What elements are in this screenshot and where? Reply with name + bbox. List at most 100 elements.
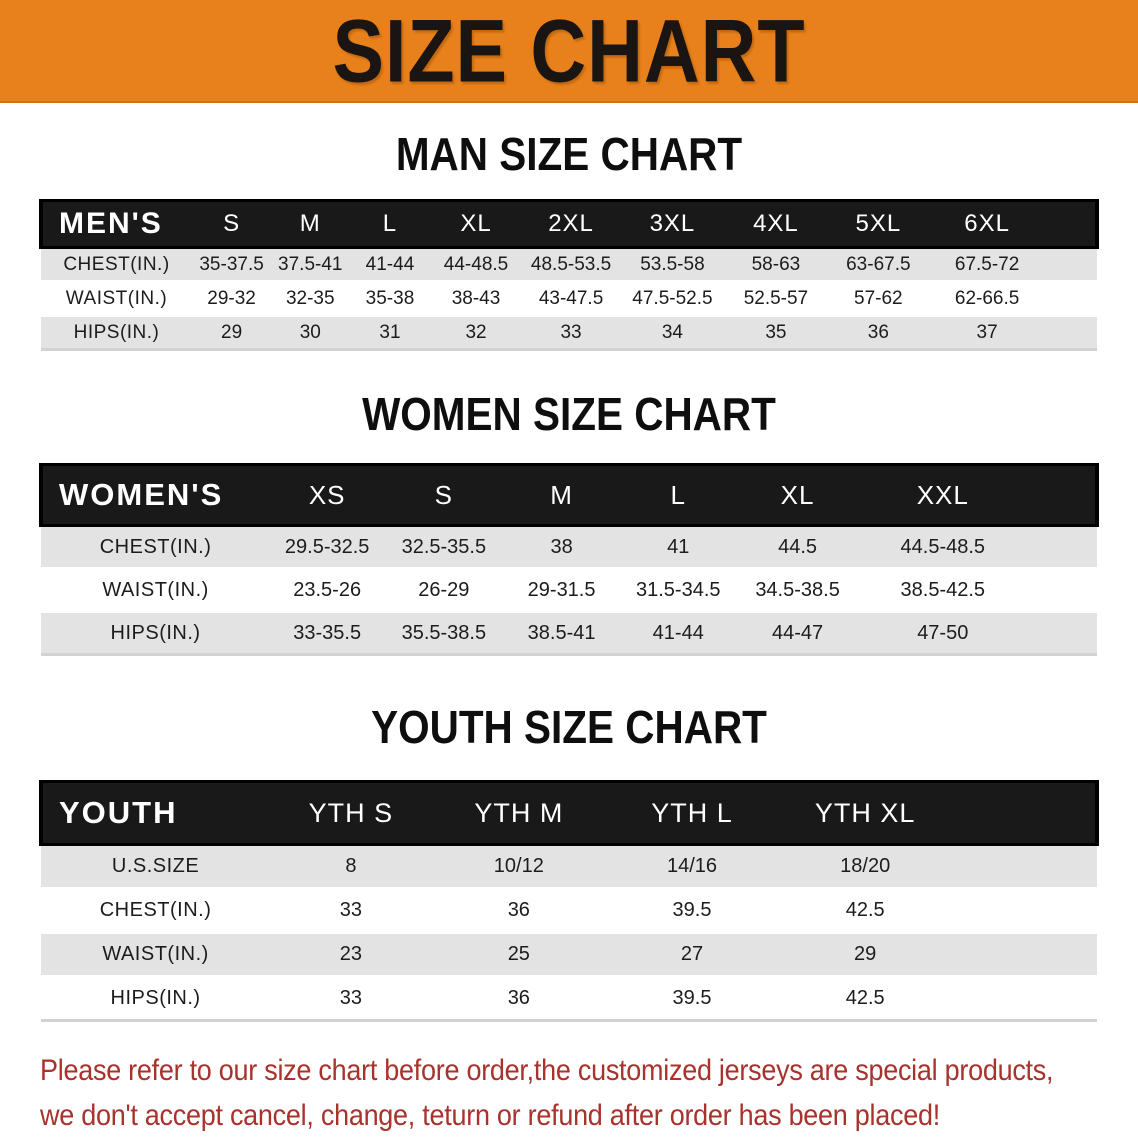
section-youth: YOUTH SIZE CHART YOUTH YTH S YTH M YTH L YTH… xyxy=(0,704,1138,1022)
size-value-cell: 30 xyxy=(299,321,321,343)
column-header: YTH S xyxy=(270,780,432,846)
size-value-cell: 44-47 xyxy=(772,621,824,644)
women-size-table: WOMEN'S XS S M L XL XXL CHEST(IN.) 29.5-32.5 32.5… xyxy=(38,463,1099,656)
size-value-cell: 31.5-34.5 xyxy=(636,578,721,601)
size-value-cell: 29.5-32.5 xyxy=(284,535,370,558)
page-title: SIZE CHART xyxy=(332,0,806,101)
table-corner-label: MEN'S xyxy=(39,199,192,249)
size-value-cell: 44.5-48.5 xyxy=(900,535,986,558)
column-header: 3XL xyxy=(620,199,725,249)
column-header: L xyxy=(349,199,431,249)
row-label: WAIST(IN.) xyxy=(65,287,168,309)
table-row: WAIST(IN.) 23 25 27 29 xyxy=(41,932,1097,977)
size-value-cell xyxy=(952,933,1097,977)
size-value-cell: 47-50 xyxy=(917,621,969,644)
size-value-cell: 23.5-26 xyxy=(293,578,362,601)
size-value-cell: 32-35 xyxy=(285,287,335,309)
size-value-cell: 18/20 xyxy=(840,855,891,877)
column-header: XL xyxy=(430,199,522,249)
size-value-cell: 58-63 xyxy=(751,253,801,275)
size-value-cell: 32.5-35.5 xyxy=(401,535,487,558)
disclaimer-text: Please refer to our size chart before or… xyxy=(40,1048,1054,1138)
size-value-cell: 39.5 xyxy=(672,987,712,1009)
column-header: YTH L xyxy=(605,780,779,846)
column-header: L xyxy=(619,463,737,527)
size-value-cell: 47.5-52.5 xyxy=(632,287,713,309)
row-label: U.S.SIZE xyxy=(111,855,200,877)
size-value-cell: 43-47.5 xyxy=(538,287,604,309)
row-label: HIPS(IN.) xyxy=(73,321,160,343)
men-size-table: MEN'S S M L XL 2XL 3XL 4XL 5XL 6XL CHEST(IN.) 35-37… xyxy=(39,199,1099,351)
size-value-cell: 26-29 xyxy=(418,578,470,601)
size-value-cell: 34 xyxy=(661,321,683,343)
table-row: CHEST(IN.) 29.5-32.5 32.5-35.5 38 41 44.5 44.5… xyxy=(41,525,1097,569)
size-value-cell: 33 xyxy=(339,899,363,921)
size-value-cell xyxy=(952,889,1097,933)
size-value-cell xyxy=(1045,316,1097,350)
size-value-cell: 33 xyxy=(339,987,363,1009)
column-header: 4XL xyxy=(724,199,828,249)
size-value-cell: 39.5 xyxy=(672,899,712,921)
size-value-cell: 35.5-38.5 xyxy=(401,621,487,644)
column-header: M xyxy=(271,199,350,249)
size-value-cell: 41 xyxy=(667,535,690,558)
row-label: CHEST(IN.) xyxy=(63,253,170,275)
disclaimer-line-1: Please refer to our size chart before or… xyxy=(40,1054,1054,1087)
size-value-cell xyxy=(1045,248,1097,282)
column-header xyxy=(1045,199,1099,249)
youth-size-table: YOUTH YTH S YTH M YTH L YTH XL U.S.SIZE 8 10/12… xyxy=(38,780,1099,1022)
table-corner-label: YOUTH xyxy=(38,780,271,846)
size-value-cell: 8 xyxy=(345,855,357,877)
size-value-cell: 29-32 xyxy=(207,287,256,309)
size-value-cell: 38-43 xyxy=(451,287,501,309)
size-value-cell: 53.5-58 xyxy=(640,253,705,275)
column-header: 2XL xyxy=(521,199,621,249)
size-value-cell xyxy=(1027,526,1097,569)
size-value-cell: 33 xyxy=(560,321,582,343)
column-header: 5XL xyxy=(827,199,930,249)
section-women: WOMEN SIZE CHART WOMEN'S XS S M L XL XXL CHEST(… xyxy=(0,391,1138,656)
column-header xyxy=(1027,463,1099,527)
table-row: WAIST(IN.) 29-32 32-35 35-38 38-43 43-47.5 47.… xyxy=(41,281,1097,316)
size-value-cell: 25 xyxy=(507,943,530,965)
size-value-cell xyxy=(952,845,1097,889)
size-value-cell: 29-31.5 xyxy=(527,578,596,601)
column-header: M xyxy=(503,463,620,527)
size-value-cell: 63-67.5 xyxy=(846,253,911,275)
size-value-cell: 37.5-41 xyxy=(278,253,343,275)
size-value-cell xyxy=(1027,612,1097,655)
size-value-cell: 14/16 xyxy=(666,855,718,877)
size-value-cell: 23 xyxy=(339,943,363,965)
size-value-cell: 38.5-42.5 xyxy=(900,578,986,601)
table-corner-label: WOMEN'S xyxy=(38,463,271,527)
column-header: YTH M xyxy=(431,780,606,846)
column-header: S xyxy=(384,463,504,527)
table-row: HIPS(IN.) 33-35.5 35.5-38.5 38.5-41 41-44 44-… xyxy=(41,611,1097,655)
size-value-cell: 35-38 xyxy=(365,287,415,309)
row-label: CHEST(IN.) xyxy=(99,535,212,558)
size-value-cell: 36 xyxy=(507,987,530,1009)
size-value-cell: 57-62 xyxy=(854,287,903,309)
table-row: HIPS(IN.) 29 30 31 32 33 34 35 36 37 xyxy=(41,315,1097,350)
column-header: YTH XL xyxy=(778,780,953,846)
size-value-cell: 35-37.5 xyxy=(199,253,264,275)
size-value-cell: 41-44 xyxy=(365,253,415,275)
table-row: CHEST(IN.) 33 36 39.5 42.5 xyxy=(41,888,1097,933)
table-row: WAIST(IN.) 23.5-26 26-29 29-31.5 31.5-34.5 34… xyxy=(41,568,1097,612)
size-value-cell: 44-48.5 xyxy=(443,253,509,275)
size-value-cell: 37 xyxy=(976,321,998,343)
row-label: HIPS(IN.) xyxy=(110,987,201,1009)
size-value-cell: 36 xyxy=(867,321,889,343)
size-value-cell: 29 xyxy=(854,943,877,965)
size-value-cell xyxy=(952,977,1097,1021)
women-section-heading: WOMEN SIZE CHART xyxy=(362,388,776,440)
size-value-cell: 32 xyxy=(465,321,487,343)
size-value-cell: 38 xyxy=(550,535,573,558)
size-value-cell: 62-66.5 xyxy=(954,287,1020,309)
table-row: CHEST(IN.) 35-37.5 37.5-41 41-44 44-48.5 48.5… xyxy=(41,247,1097,282)
column-header: XS xyxy=(270,463,385,527)
size-value-cell: 27 xyxy=(680,943,704,965)
section-men: MAN SIZE CHART MEN'S S M L XL 2XL 3XL 4XL 5XL 6XL… xyxy=(0,131,1138,351)
banner: SIZE CHART xyxy=(0,0,1138,103)
